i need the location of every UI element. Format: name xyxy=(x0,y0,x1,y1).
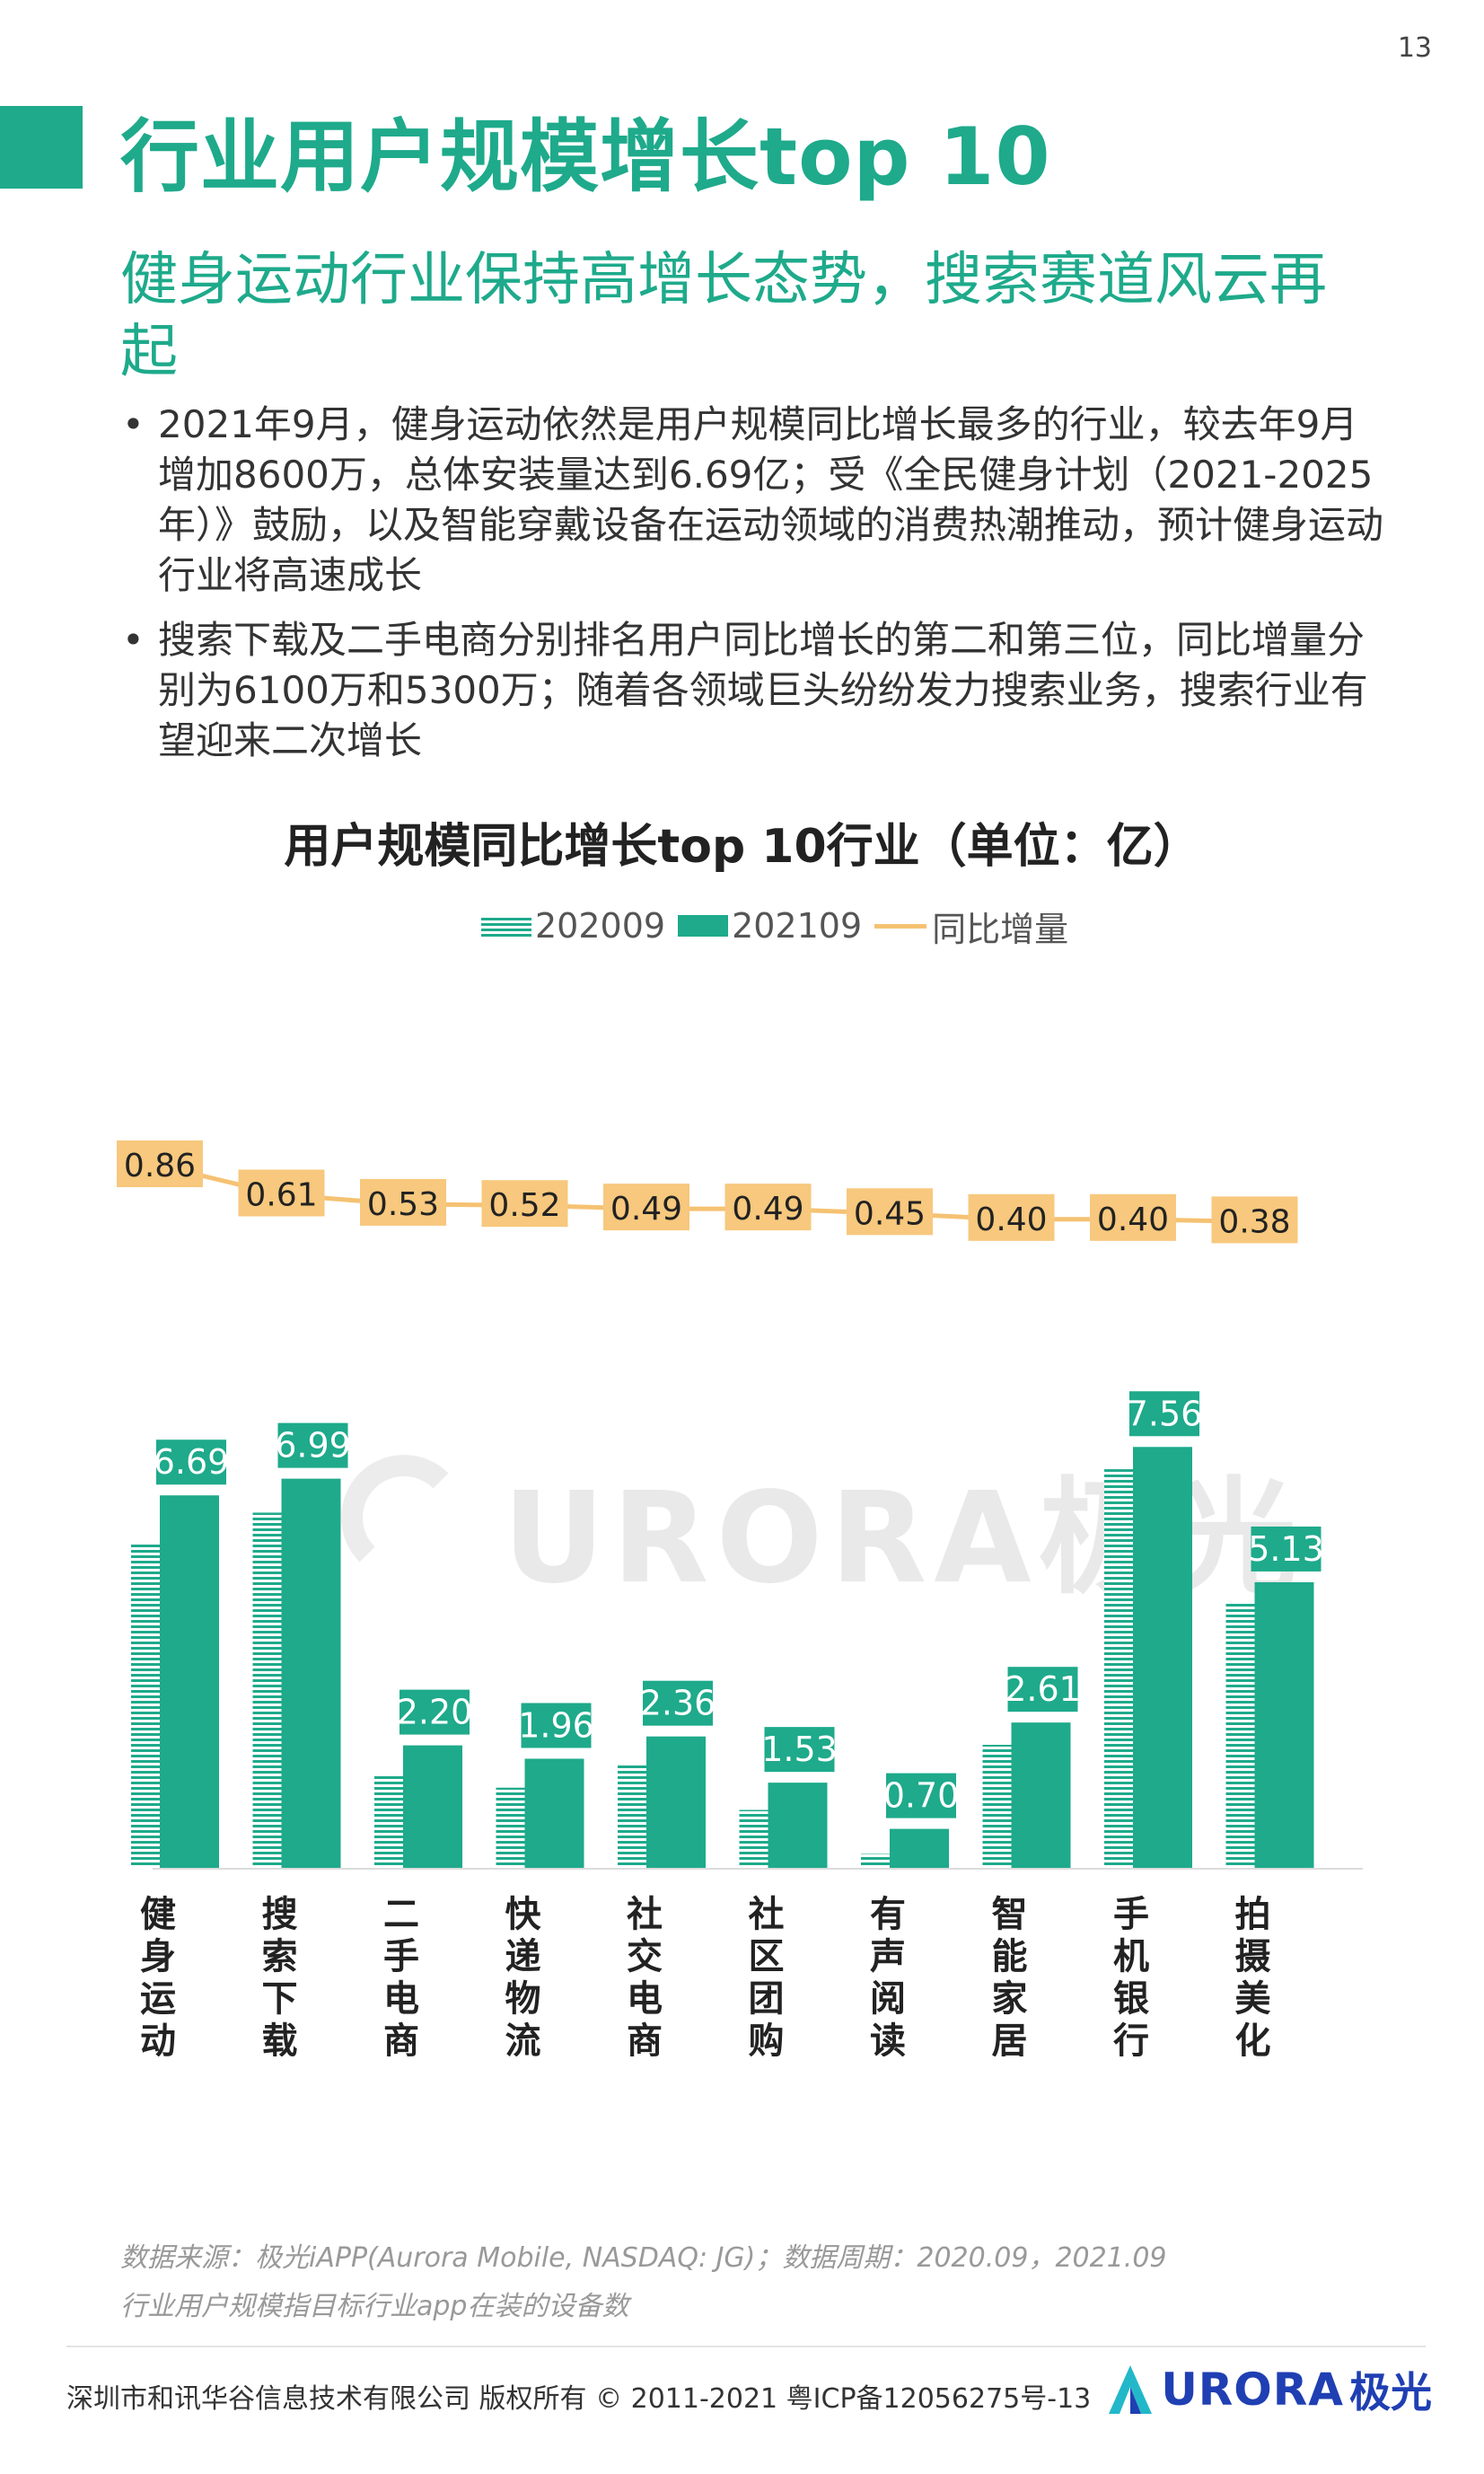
bar-value-label-bg xyxy=(886,1773,956,1818)
legend-swatch-line xyxy=(874,923,927,929)
bar-value-label-bg xyxy=(1007,1667,1078,1712)
growth-value-label: 0.53 xyxy=(367,1186,439,1223)
bar-value-label: 7.56 xyxy=(1127,1394,1203,1433)
bullet-dot: • xyxy=(122,402,145,446)
growth-value-label-bg xyxy=(117,1140,203,1187)
growth-value-label-bg xyxy=(847,1188,933,1236)
chart-title: 用户规模同比增长top 10行业（单位：亿） xyxy=(284,820,1200,874)
bar-value-label: 2.61 xyxy=(1005,1669,1081,1709)
bar-value-label: 2.20 xyxy=(397,1693,473,1732)
bar-value-label: 2.36 xyxy=(640,1684,716,1723)
bullet-text: 2021年9月，健身运动依然是用户规模同比增长最多的行业，较去年9月增加8600… xyxy=(158,402,1384,597)
category-label: 智能家居 xyxy=(992,1894,1028,2056)
bar-202109 xyxy=(646,1736,706,1868)
growth-value-label-bg xyxy=(1090,1193,1176,1241)
bar-value-label: 6.99 xyxy=(275,1426,351,1466)
bar-202109 xyxy=(1011,1722,1071,1868)
bar-value-label: 1.96 xyxy=(518,1705,594,1745)
bar-202109 xyxy=(281,1478,341,1868)
growth-value-label-bg xyxy=(238,1169,325,1217)
growth-value-label-bg xyxy=(1211,1196,1298,1244)
legend-label: 202109 xyxy=(732,906,863,946)
page-title: 行业用户规模增长top 10 xyxy=(120,110,1051,203)
bullet-text: 搜索下载及二手电商分别排名用户同比增长的第二和第三位，同比增量分别为6100万和… xyxy=(158,618,1368,762)
aurora-logo-icon xyxy=(1109,2365,1153,2414)
growth-value-label: 0.38 xyxy=(1218,1203,1290,1240)
bar-line-chart: 6.69 6.99 2.20 1.96 2.36 1.53 0.70 2.61 7.56 5.13… xyxy=(117,1140,1363,2056)
legend-swatch-hatched xyxy=(481,915,531,937)
category-label: 有声阅读 xyxy=(870,1894,906,2056)
chart-legend: 202009 202109 同比增量 xyxy=(481,904,1081,949)
bar-value-label-bg xyxy=(277,1422,348,1468)
logo-cn-text: 极光 xyxy=(1349,2368,1432,2417)
bar-202109 xyxy=(890,1828,949,1868)
growth-value-label-bg xyxy=(724,1184,812,1231)
growth-value-label-bg xyxy=(360,1178,446,1226)
page-number: 13 xyxy=(1397,32,1432,64)
growth-value-label: 0.86 xyxy=(124,1148,196,1184)
growth-value-label: 0.49 xyxy=(610,1191,682,1228)
bullet-item: • 搜索下载及二手电商分别排名用户同比增长的第二和第三位，同比增量分别为6100万… xyxy=(120,615,1395,766)
category-label: 拍摄美化 xyxy=(1235,1894,1271,2056)
growth-value-label: 0.45 xyxy=(854,1195,926,1232)
bar-value-label-bg xyxy=(764,1727,835,1773)
growth-value-label: 0.61 xyxy=(245,1177,317,1214)
category-label: 社区团购 xyxy=(749,1894,785,2056)
footer-copyright: 深圳市和讯华谷信息技术有限公司 版权所有 © 2011-2021 粤ICP备12… xyxy=(66,2383,1092,2415)
growth-value-label: 0.49 xyxy=(732,1191,803,1228)
bar-202109 xyxy=(403,1745,462,1868)
bar-202109 xyxy=(768,1783,828,1868)
brand-logo: URORA 极光 xyxy=(1105,2360,1432,2419)
growth-value-label: 0.52 xyxy=(488,1187,560,1224)
legend-item-growth: 同比增量 xyxy=(874,902,1068,951)
bar-value-label: 0.70 xyxy=(883,1776,960,1816)
legend-swatch-solid xyxy=(678,915,729,937)
growth-value-label-bg xyxy=(968,1193,1055,1241)
bullet-list: • 2021年9月，健身运动依然是用户规模同比增长最多的行业，较去年9月增加860… xyxy=(120,400,1395,780)
bar-value-label-bg xyxy=(156,1439,226,1485)
bullet-item: • 2021年9月，健身运动依然是用户规模同比增长最多的行业，较去年9月增加860… xyxy=(120,400,1395,601)
legend-label: 同比增量 xyxy=(932,909,1069,949)
bar-value-label-bg xyxy=(1251,1526,1322,1572)
growth-value-label-bg xyxy=(603,1184,689,1231)
logo-text: URORA xyxy=(1161,2364,1344,2416)
definition-text: 行业用户规模指目标行业app在装的设备数 xyxy=(120,2291,629,2322)
footer-divider xyxy=(66,2346,1426,2347)
bar-202109 xyxy=(524,1758,584,1868)
page-subtitle: 健身运动行业保持高增长态势，搜索赛道风云再起 xyxy=(120,247,1327,385)
bar-value-label-bg xyxy=(1129,1391,1199,1437)
bar-value-label-bg xyxy=(521,1703,592,1748)
bar-value-label: 1.53 xyxy=(761,1730,838,1769)
growth-line xyxy=(159,1163,1255,1224)
legend-item-202009: 202009 xyxy=(481,906,665,946)
growth-value-label: 0.40 xyxy=(1097,1202,1169,1238)
bar-202109 xyxy=(160,1495,219,1868)
bar-value-label-bg xyxy=(400,1689,470,1735)
category-label: 健身运动 xyxy=(140,1894,176,2056)
category-label: 搜索下载 xyxy=(262,1894,298,2056)
source-text: 数据来源：极光iAPP(Aurora Mobile, NASDAQ: JG)；数… xyxy=(120,2242,1167,2274)
bar-202109 xyxy=(1254,1581,1314,1868)
category-label: 社交电商 xyxy=(627,1894,663,2056)
category-label: 手机银行 xyxy=(1113,1894,1149,2056)
bullet-dot: • xyxy=(122,618,145,662)
title-accent-bar xyxy=(0,106,83,189)
bar-202109 xyxy=(1133,1447,1192,1868)
bar-value-label-bg xyxy=(643,1680,713,1726)
source-note: 数据来源：极光iAPP(Aurora Mobile, NASDAQ: JG)；数… xyxy=(120,2234,1167,2331)
bar-value-label: 5.13 xyxy=(1248,1529,1324,1569)
category-label: 快递物流 xyxy=(505,1894,542,2056)
growth-value-label: 0.40 xyxy=(975,1202,1047,1238)
growth-value-label-bg xyxy=(481,1180,568,1228)
legend-label: 202009 xyxy=(535,906,666,946)
category-label: 二手电商 xyxy=(383,1894,419,2056)
bar-value-label: 6.69 xyxy=(154,1442,230,1482)
legend-item-202109: 202109 xyxy=(678,906,862,946)
